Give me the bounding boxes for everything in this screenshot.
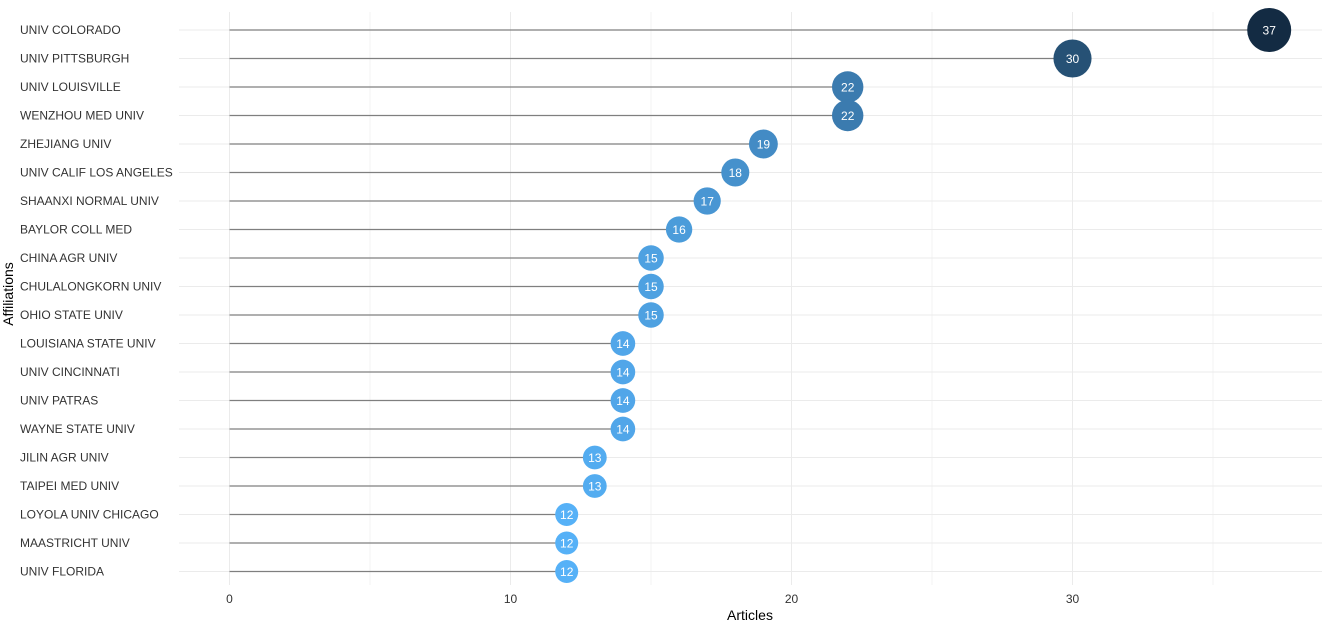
x-axis-title: Articles: [727, 607, 773, 622]
lollipop-dot: [1053, 39, 1092, 78]
category-label: LOYOLA UNIV CHICAGO: [20, 508, 159, 522]
dot-value-label: 12: [560, 565, 574, 579]
lollipop-dot: [555, 503, 579, 526]
category-label: BAYLOR COLL MED: [20, 223, 132, 237]
lollipop-dot: [610, 331, 636, 356]
dots: 37 30 22 22 19 18 17 16 15 15 15 14 14 14 14 13 13 12 12 12: [555, 8, 1292, 583]
x-tick-label: 10: [504, 592, 518, 606]
category-label: UNIV PITTSBURGH: [20, 52, 129, 66]
category-labels: UNIV COLORADO UNIV PITTSBURGH UNIV LOUISVI…: [20, 23, 173, 579]
dot-value-label: 13: [588, 451, 602, 465]
dot-value-label: 15: [644, 252, 658, 266]
category-label: UNIV FLORIDA: [20, 565, 104, 579]
dot-value-label: 14: [616, 394, 630, 408]
category-label: WENZHOU MED UNIV: [20, 109, 144, 123]
lollipop-dot: [665, 216, 693, 243]
dot-value-label: 12: [560, 508, 574, 522]
lollipop-dot: [610, 359, 636, 385]
dot-value-label: 14: [616, 337, 630, 351]
category-label: OHIO STATE UNIV: [20, 308, 123, 322]
dot-value-label: 14: [616, 423, 630, 437]
lollipop-dot: [638, 302, 664, 328]
dot-value-label: 12: [560, 537, 574, 551]
category-label: JILIN AGR UNIV: [20, 451, 109, 465]
category-label: MAASTRICHT UNIV: [20, 536, 130, 550]
dot-value-label: 17: [701, 195, 715, 209]
lollipop-dot: [721, 158, 750, 187]
lollipop-dot: [748, 129, 778, 159]
x-tick-label: 0: [226, 592, 233, 606]
category-label: SHAANXI NORMAL UNIV: [20, 194, 159, 208]
category-label: WAYNE STATE UNIV: [20, 422, 135, 436]
lollipop-dot: [610, 388, 636, 413]
lollipop-dot: [610, 416, 636, 442]
stems: [229, 29, 1270, 573]
category-label: UNIV CALIF LOS ANGELES: [20, 166, 173, 180]
category-label: ZHEJIANG UNIV: [20, 137, 111, 151]
dot-value-label: 15: [644, 280, 658, 294]
lollipop-dot: [638, 273, 664, 300]
dot-value-label: 15: [644, 309, 658, 323]
dot-value-label: 30: [1066, 52, 1080, 66]
y-axis-title: Affiliations: [0, 262, 16, 326]
lollipop-dot: [832, 71, 864, 103]
dot-value-label: 19: [757, 138, 771, 152]
category-label: UNIV COLORADO: [20, 23, 121, 37]
category-label: UNIV LOUISVILLE: [20, 80, 121, 94]
category-label: UNIV CINCINNATI: [20, 365, 120, 379]
dot-value-label: 22: [841, 109, 855, 123]
lollipop-dot: [693, 187, 721, 215]
dot-value-label: 37: [1263, 24, 1277, 38]
category-label: TAIPEI MED UNIV: [20, 479, 119, 493]
category-label: CHULALONGKORN UNIV: [20, 280, 161, 294]
grid: [179, 12, 1322, 585]
category-label: LOUISIANA STATE UNIV: [20, 337, 156, 351]
lollipop-dot: [582, 445, 607, 470]
dot-value-label: 18: [729, 166, 743, 180]
dot-value-label: 14: [616, 366, 630, 380]
lollipop-dot: [582, 474, 607, 498]
dot-value-label: 16: [672, 223, 686, 237]
category-label: CHINA AGR UNIV: [20, 251, 117, 265]
dot-value-label: 22: [841, 81, 855, 95]
lollipop-dot: [1247, 8, 1292, 52]
lollipop-dot: [555, 560, 579, 583]
dot-value-label: 13: [588, 480, 602, 494]
x-tick-label: 20: [785, 592, 799, 606]
lollipop-dot: [638, 245, 664, 271]
lollipop-dot: [832, 99, 864, 132]
x-tick-labels: 0 10 20 30: [226, 592, 1079, 606]
category-label: UNIV PATRAS: [20, 394, 98, 408]
lollipop-dot: [555, 531, 579, 555]
x-tick-label: 30: [1066, 592, 1080, 606]
